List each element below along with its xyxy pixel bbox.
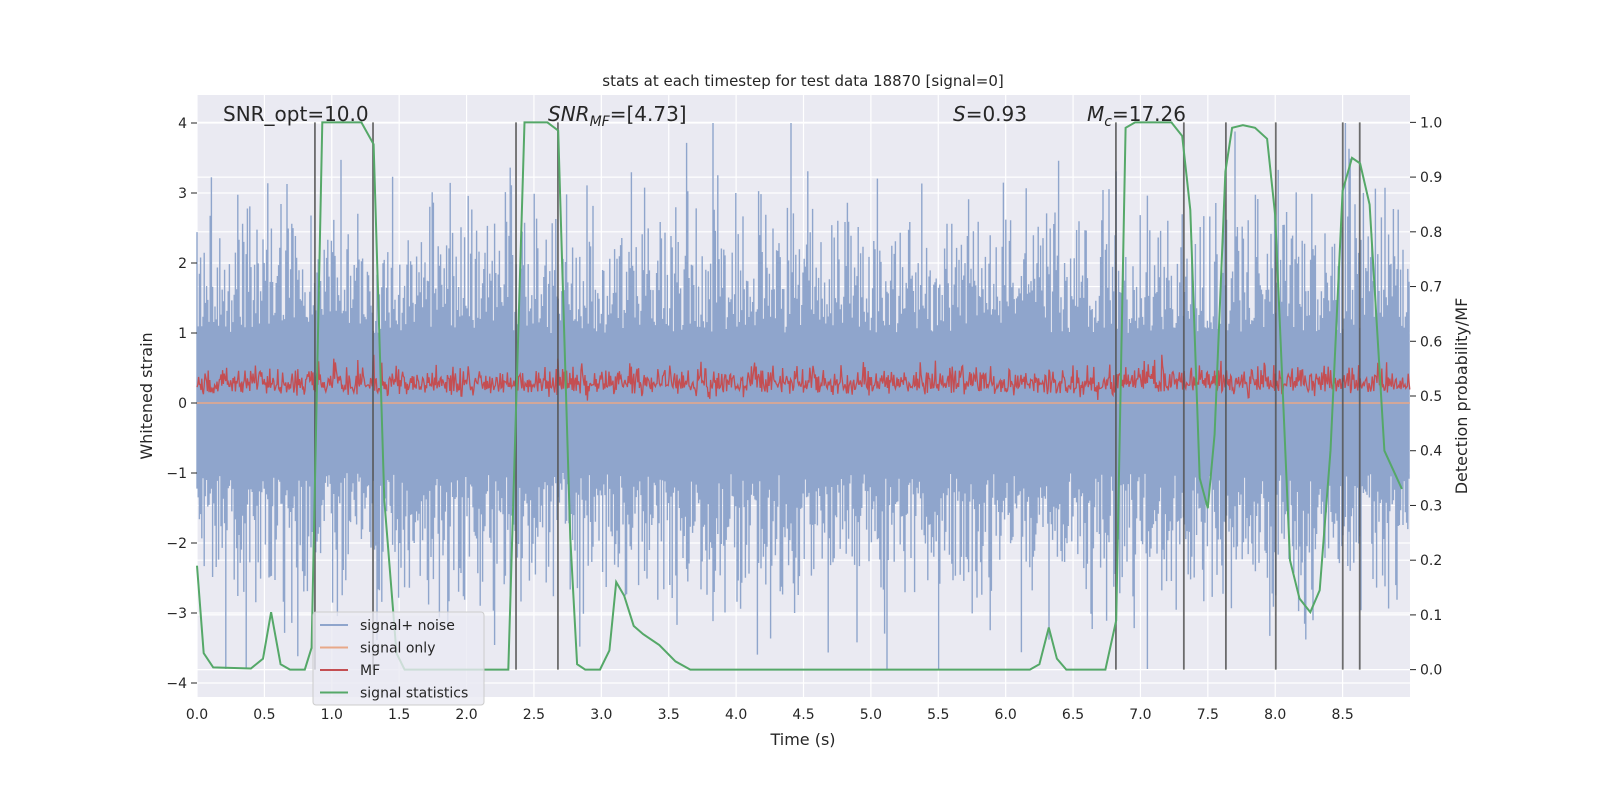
x-tick-label: 8.0 [1264, 707, 1286, 723]
x-tick-label: 4.0 [725, 707, 747, 723]
y-right-tick-label: 0.3 [1420, 498, 1442, 514]
x-tick-label: 5.0 [860, 707, 882, 723]
y-axis-right-label: Detection probability/MF [1452, 298, 1471, 495]
x-tick-label: 5.5 [927, 707, 949, 723]
y-axis-label: Whitened strain [137, 332, 156, 459]
legend: signal+ noise signal only MF signal statist… [312, 611, 485, 706]
x-tick-label: 1.0 [321, 707, 343, 723]
x-tick-label: 8.5 [1331, 707, 1353, 723]
x-tick-label: 1.5 [388, 707, 410, 723]
x-tick-label: 7.0 [1129, 707, 1151, 723]
x-axis-label: Time (s) [769, 730, 835, 749]
legend-box [312, 611, 485, 706]
x-tick-label: 0.5 [253, 707, 275, 723]
chart-title: stats at each timestep for test data 188… [602, 72, 1003, 90]
y-right-tick-label: 0.0 [1420, 663, 1442, 679]
y-right-tick-label: 0.7 [1420, 280, 1442, 296]
x-tick-label: 2.0 [455, 707, 477, 723]
y-right-tick-label: 0.4 [1420, 444, 1442, 460]
y-right-tick-label: 0.5 [1420, 389, 1442, 405]
y-right-tick-label: 0.1 [1420, 608, 1442, 624]
s-value: =0.93 [966, 102, 1027, 126]
mc-sub: c [1104, 114, 1112, 130]
y-right-tick-label: 1.0 [1420, 115, 1442, 131]
mc-value: =17.26 [1112, 102, 1186, 126]
x-tick-label: 6.0 [995, 707, 1017, 723]
y-tick-label: −1 [166, 466, 187, 482]
x-tick-label: 6.5 [1062, 707, 1084, 723]
y-right-tick-label: 0.6 [1420, 334, 1442, 350]
y-right-tick-label: 0.2 [1420, 553, 1442, 569]
legend-label: signal+ noise [360, 618, 455, 634]
y-tick-label: 4 [178, 116, 187, 132]
mf-series [196, 354, 1411, 401]
annotation-s: S=0.93 [953, 102, 1027, 126]
snr-mf-sub: MF [590, 114, 611, 130]
y-tick-label: 1 [178, 326, 187, 342]
y-tick-label: −2 [166, 536, 187, 552]
legend-label: signal only [360, 641, 435, 657]
x-tick-label: 0.0 [186, 707, 208, 723]
snr-mf-value: =[4.73] [610, 102, 687, 126]
x-tick-label: 3.5 [658, 707, 680, 723]
x-tick-label: 3.0 [590, 707, 612, 723]
x-tick-label: 2.5 [523, 707, 545, 723]
y-tick-label: 2 [178, 256, 187, 272]
annotation-mc: Mc=17.26 [1087, 102, 1186, 130]
x-tick-label: 7.5 [1197, 707, 1219, 723]
mc-main: M [1087, 102, 1104, 126]
y-tick-label: 3 [178, 186, 187, 202]
y-tick-label: 0 [178, 396, 187, 412]
snr-mf-main: SNR [548, 102, 590, 126]
y-right-tick-label: 0.9 [1420, 170, 1442, 186]
y-right-tick-label: 0.8 [1420, 225, 1442, 241]
y-tick-label: −4 [166, 676, 187, 692]
signal-statistics-series [196, 121, 1403, 671]
x-tick-label: 4.5 [792, 707, 814, 723]
y-tick-label: −3 [166, 606, 187, 622]
legend-label: signal statistics [360, 686, 468, 702]
legend-label: MF [360, 663, 380, 679]
annotation-snr-mf: SNRMF=[4.73] [548, 102, 687, 130]
s-label: S [953, 102, 966, 126]
annotation-snr-opt: SNR_opt=10.0 [223, 102, 369, 126]
